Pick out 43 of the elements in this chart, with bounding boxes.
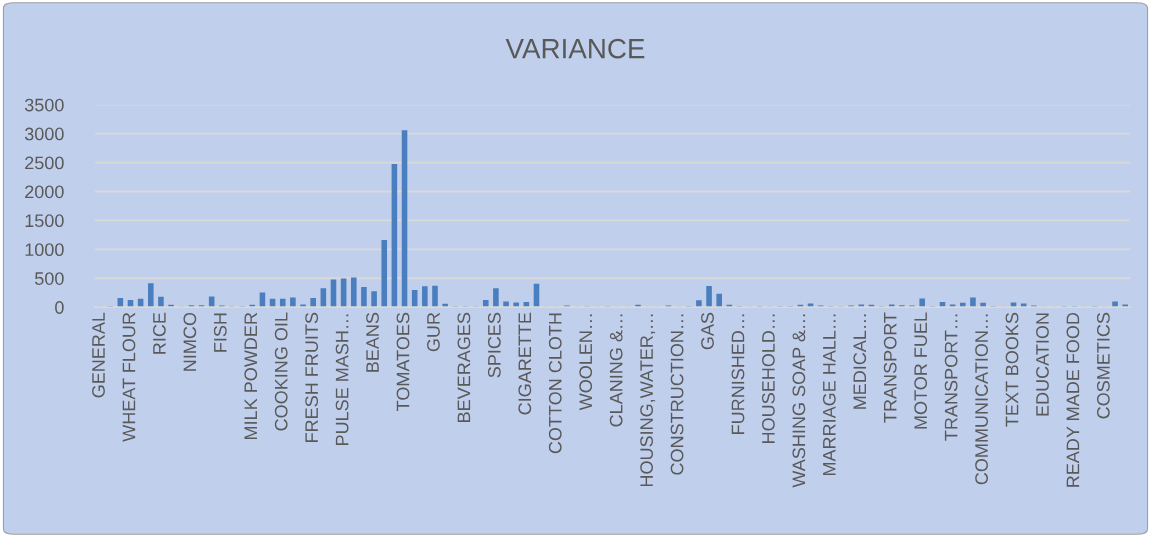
y-tick-label: 1000 [25,243,64,257]
x-tick-label: HOUSEHOLD… [762,314,775,443]
x-tick-label: GUR [427,312,440,352]
x-tick-label: SPICES [487,312,501,378]
x-tick-label: TRANSPORT… [944,314,958,441]
x-tick-label: GENERAL [92,312,105,398]
y-tick-label: 1500 [25,214,64,228]
x-tick-label: BEANS [366,312,379,372]
x-tick-label: WOOLEN… [579,314,593,411]
x-tick-label: COSMETICS [1096,312,1110,419]
y-tick-label: 500 [35,272,64,285]
y-tick-label: 0 [55,301,64,314]
y-tick-label: 3500 [24,98,64,112]
x-tick-label: BEVERAGES [457,312,471,422]
x-tick-label: COMMUNICATION… [975,314,988,485]
y-tick-label: 3000 [24,127,64,141]
x-tick-label: COOKING OIL [274,312,288,431]
x-tick-label: CIGARETTE [518,312,532,415]
x-tick-label: RICE [153,312,166,354]
x-tick-label: TOMATOES [396,312,410,411]
x-tick-label: FURNISHED… [731,314,745,434]
x-tick-label: FISH [213,313,227,352]
x-tick-label: WASHING SOAP &… [792,314,806,488]
x-tick-label: FRESH FRUITS [305,312,319,442]
y-tick-label: 2000 [25,185,64,199]
x-tick-label: MEDICAL… [853,314,867,409]
x-tick-label: COTTON CLOTH [548,313,562,454]
x-tick-label: MILK POWDER [244,312,258,439]
chart-title: VARIANCE [505,38,645,59]
x-tick-label: CONSTRUCTION… [670,314,684,475]
x-tick-label: EDUCATION [1036,313,1049,416]
x-tick-label: PULSE MASH… [335,314,349,445]
x-tick-label: TEXT BOOKS [1005,312,1019,427]
x-tick-label: HOUSING,WATER,… [640,314,656,487]
x-tick-label: CLANING &… [609,314,623,427]
x-tick-label: WHEAT FLOUR [122,312,136,442]
x-tick-label: TRANSPORT [883,312,897,423]
y-tick-label: 2500 [25,156,64,170]
x-tick-label: READY MADE FOOD [1066,312,1080,487]
x-tick-label: MOTOR FUEL [914,312,928,429]
x-tick-label: NIMCO [183,312,197,371]
x-tick-label: GAS [701,312,714,350]
x-tick-label: MARRIAGE HALL… [822,314,836,476]
